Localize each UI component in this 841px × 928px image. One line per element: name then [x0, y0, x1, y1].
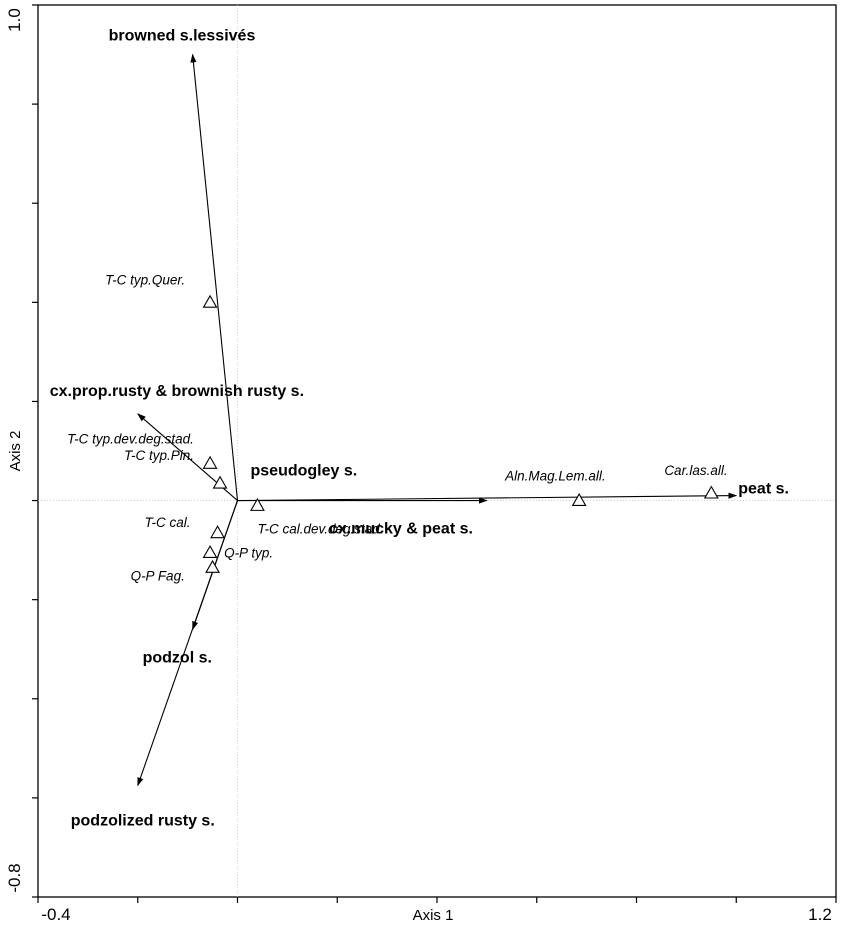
- vector-label-browned-s-lessiv-s: browned s.lessivés: [109, 28, 256, 45]
- site-marker-t-c-cal: [210, 525, 225, 539]
- site-label-t-c-typ-dev-deg-stad: T-C typ.dev.deg.stad.: [67, 431, 194, 446]
- vector-peat-s: [237, 492, 738, 502]
- site-marker-q-p-typ: [202, 544, 218, 559]
- x-axis-label: Axis 1: [413, 907, 454, 924]
- site-label-t-c-cal: T-C cal.: [145, 515, 191, 530]
- y-axis-label: Axis 2: [7, 431, 24, 472]
- site-marker-t-c-typ-pin: [212, 475, 228, 489]
- vector-label-podzol-s: podzol s.: [143, 649, 212, 666]
- x-tick-label-min: -0.4: [41, 905, 70, 924]
- site-marker-t-c-typ-quer: [202, 294, 218, 308]
- site-label-aln-mag-lem-all: Aln.Mag.Lem.all.: [504, 469, 606, 484]
- vector-podzolized-rusty-s: [137, 500, 239, 787]
- x-tick-label-max: 1.2: [808, 905, 832, 924]
- y-tick-label-max: 1.0: [5, 8, 24, 32]
- site-marker-aln-mag-lem-all: [571, 492, 587, 506]
- vector-label-peat-s: peat s.: [738, 481, 789, 498]
- site-label-car-las-all: Car.las.all.: [664, 463, 727, 478]
- site-marker-t-c-typ-dev-deg-stad: [202, 455, 218, 469]
- site-label-t-c-typ-pin: T-C typ.Pin.: [124, 448, 194, 463]
- vector-label-cx-prop-rusty-brownish-rusty-s: cx.prop.rusty & brownish rusty s.: [50, 383, 304, 400]
- site-label-q-p-fag: Q-P Fag.: [131, 568, 185, 583]
- site-marker-t-c-cal-dev-deg-stad: [250, 497, 265, 511]
- vector-label-pseudogley-s: pseudogley s.: [251, 463, 358, 480]
- y-tick-label-min: -0.8: [5, 863, 24, 892]
- site-label-t-c-typ-quer: T-C typ.Quer.: [105, 272, 185, 287]
- vector-browned-s-lessiv-s: [190, 53, 239, 501]
- vector-label-cx-mucky-peat-s: cx.mucky & peat s.: [329, 521, 473, 538]
- site-label-q-p-typ: Q-P typ.: [224, 546, 273, 561]
- site-marker-q-p-fag: [205, 559, 221, 573]
- site-marker-car-las-all: [703, 485, 719, 499]
- site-label-t-c-cal-dev-deg-stad: T-C cal.dev.deg.stad.: [257, 522, 383, 537]
- vector-label-podzolized-rusty-s: podzolized rusty s.: [71, 813, 215, 830]
